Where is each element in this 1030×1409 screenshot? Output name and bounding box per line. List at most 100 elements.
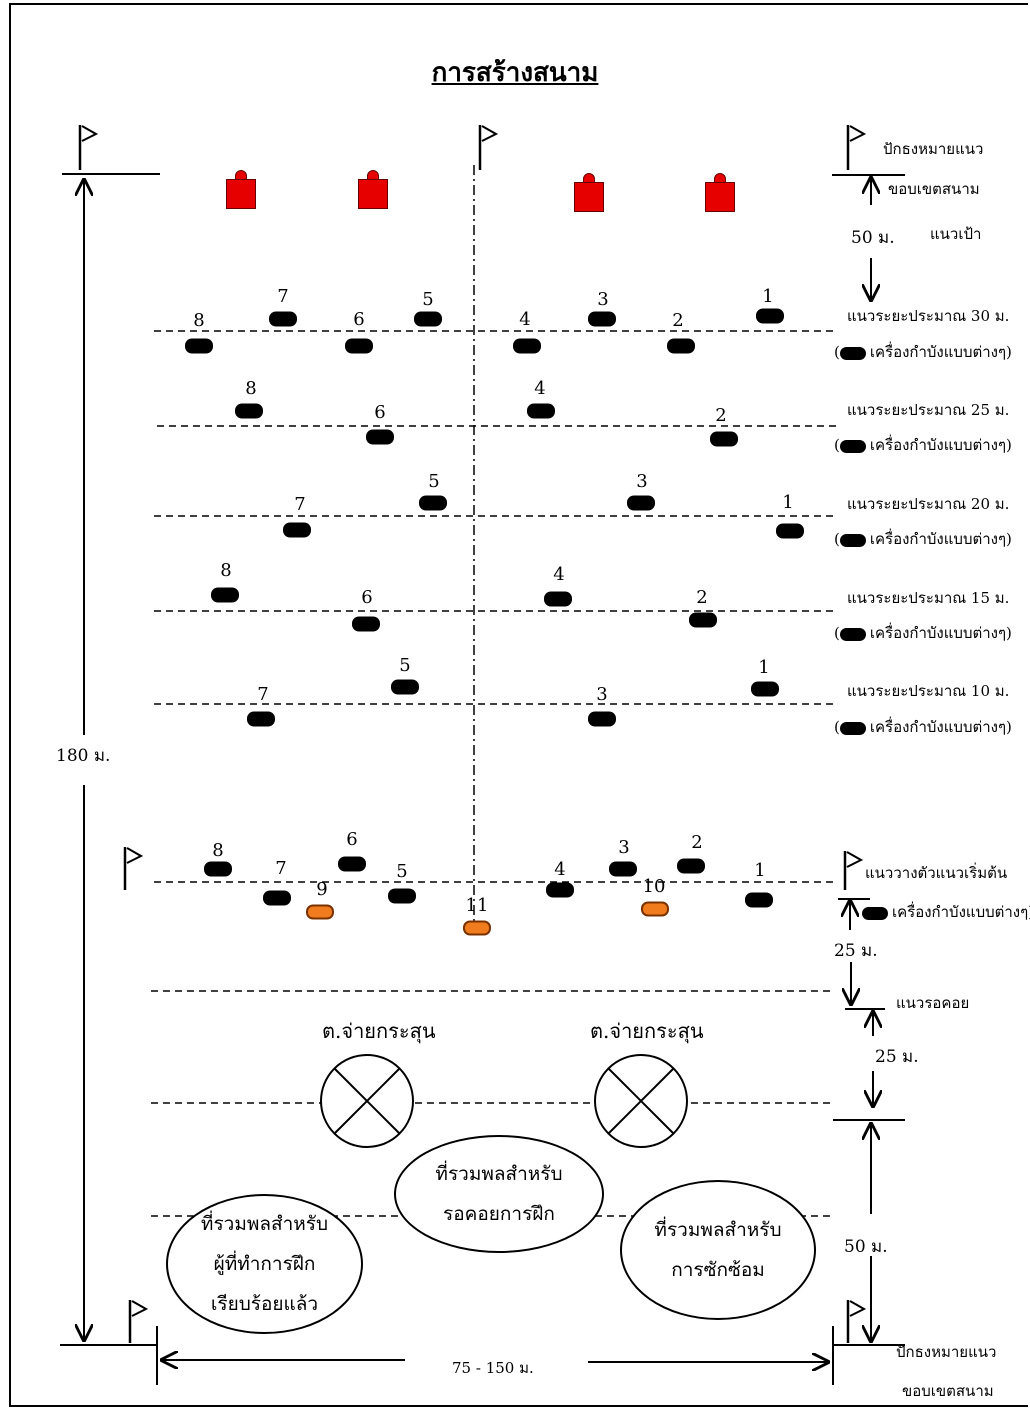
obstacle-30-7 [269, 311, 297, 327]
obstacle-number: 2 [715, 405, 727, 426]
range-label-30: แนวระยะประมาณ 30 ม. [847, 307, 1010, 325]
height-total: 180 ม. [56, 746, 111, 766]
zone-waiting-trainees: ที่รวมพลสำหรับ รอคอยการฝึก [394, 1135, 604, 1253]
obstacle-number: 5 [399, 655, 411, 676]
obstacle-25-8 [235, 403, 263, 419]
flag-icon-bottom-left [128, 1300, 149, 1343]
obstacle-number: 1 [762, 286, 774, 307]
obstacle-number: 11 [465, 895, 489, 916]
obstacle-number: 3 [618, 837, 630, 858]
target-icon-1 [226, 170, 256, 209]
obstacle-30-8 [185, 338, 213, 354]
obstacle-25-6 [366, 429, 394, 445]
obstacle-number: 1 [754, 860, 766, 881]
obstacle-number: 1 [758, 657, 770, 678]
obstacle-30-1 [756, 308, 784, 324]
range-legend-15: (เครื่องกำบังแบบต่างๆ) [834, 624, 1012, 642]
obstacle-number: 3 [596, 684, 608, 705]
target-icon-2 [358, 170, 388, 209]
diagram-title: การสร้างสนาม [431, 58, 599, 88]
flag-boundary-label-top-1: ปักธงหมายแนว [883, 140, 984, 158]
dist-50-top: 50 ม. [851, 228, 895, 248]
flag-boundary-label-bottom-2: ขอบเขตสนาม [902, 1382, 994, 1400]
obstacle-start-9 [306, 904, 334, 920]
obstacle-30-4 [513, 338, 541, 354]
obstacle-start-11 [463, 920, 491, 936]
zone-rehearsal: ที่รวมพลสำหรับ การซักซ้อม [620, 1180, 816, 1320]
range-legend-10: (เครื่องกำบังแบบต่างๆ) [834, 718, 1012, 736]
start-line-label: แนววางตัวแนวเริ่มต้น [865, 864, 1008, 882]
ammo-point-icon-right [594, 1054, 688, 1148]
obstacle-30-3 [588, 311, 616, 327]
obstacle-number: 4 [534, 378, 546, 399]
obstacle-number: 4 [553, 564, 565, 585]
flag-icon-start-right [843, 851, 864, 890]
obstacle-30-2 [667, 338, 695, 354]
obstacle-number: 10 [642, 876, 666, 897]
ammo-point-icon-left [320, 1054, 414, 1148]
obstacle-number: 5 [428, 471, 440, 492]
ammo-label-left: ต.จ่ายกระสุน [322, 1019, 436, 1043]
obstacle-25-4 [527, 403, 555, 419]
obstacle-10-3 [588, 711, 616, 727]
obstacle-number: 6 [346, 829, 358, 850]
flag-boundary-label-bottom-1: ปักธงหมายแนว [896, 1343, 997, 1361]
obstacle-20-5 [419, 495, 447, 511]
obstacle-start-6 [338, 856, 366, 872]
obstacle-number: 7 [275, 858, 287, 879]
obstacle-number: 3 [597, 289, 609, 310]
obstacle-start-5 [388, 888, 416, 904]
dist-25-a: 25 ม. [834, 941, 878, 961]
obstacle-number: 5 [422, 289, 434, 310]
obstacle-start-1 [745, 892, 773, 908]
flag-icon-top-center [478, 125, 499, 170]
obstacle-number: 4 [519, 309, 531, 330]
zone-completed-trainees: ที่รวมพลสำหรับ ผู้ที่ทำการฝึก เรียบร้อยแล้… [166, 1194, 363, 1334]
obstacle-start-3 [609, 861, 637, 877]
range-label-20: แนวระยะประมาณ 20 ม. [847, 495, 1010, 513]
obstacle-number: 6 [374, 402, 386, 423]
obstacle-start-10 [641, 901, 669, 917]
obstacle-number: 3 [636, 471, 648, 492]
dist-50-bottom: 50 ม. [844, 1237, 888, 1257]
obstacle-number: 1 [782, 492, 794, 513]
range-legend-30: (เครื่องกำบังแบบต่างๆ) [834, 343, 1012, 361]
flag-icon-top-right [846, 125, 867, 170]
obstacle-number: 7 [277, 286, 289, 307]
target-icon-4 [705, 173, 735, 212]
obstacle-10-7 [247, 711, 275, 727]
range-legend-25: (เครื่องกำบังแบบต่างๆ) [834, 436, 1012, 454]
obstacle-number: 9 [316, 879, 328, 900]
obstacle-number: 6 [361, 587, 373, 608]
obstacle-15-8 [211, 587, 239, 603]
range-label-15: แนวระยะประมาณ 15 ม. [847, 589, 1010, 607]
obstacle-number: 8 [212, 840, 224, 861]
obstacle-number: 8 [193, 310, 205, 331]
obstacle-20-1 [776, 523, 804, 539]
flag-icon-start-left [123, 847, 144, 890]
obstacle-start-8 [204, 861, 232, 877]
waiting-line-label: แนวรอคอย [896, 994, 970, 1012]
range-label-10: แนวระยะประมาณ 10 ม. [847, 682, 1010, 700]
obstacle-15-2 [689, 612, 717, 628]
obstacle-number: 7 [257, 684, 269, 705]
diagram-frame [9, 3, 1028, 1407]
flag-boundary-label-top-2: ขอบเขตสนาม [888, 180, 980, 198]
obstacle-start-2 [677, 858, 705, 874]
obstacle-number: 4 [554, 859, 566, 880]
start-legend: เครื่องกำบังแบบต่างๆ) [862, 900, 1030, 924]
target-line-label: แนวเป้า [930, 225, 982, 243]
obstacle-start-4 [546, 882, 574, 898]
width-total: 75 - 150 ม. [452, 1359, 534, 1377]
obstacle-number: 6 [353, 309, 365, 330]
obstacle-number: 8 [220, 560, 232, 581]
obstacle-start-7 [263, 890, 291, 906]
obstacle-number: 2 [691, 832, 703, 853]
obstacle-number: 5 [396, 861, 408, 882]
obstacle-20-7 [283, 522, 311, 538]
target-icon-3 [574, 173, 604, 212]
obstacle-15-6 [352, 616, 380, 632]
flag-icon-bottom-right [846, 1300, 867, 1343]
range-label-25: แนวระยะประมาณ 25 ม. [847, 401, 1010, 419]
obstacle-10-1 [751, 681, 779, 697]
